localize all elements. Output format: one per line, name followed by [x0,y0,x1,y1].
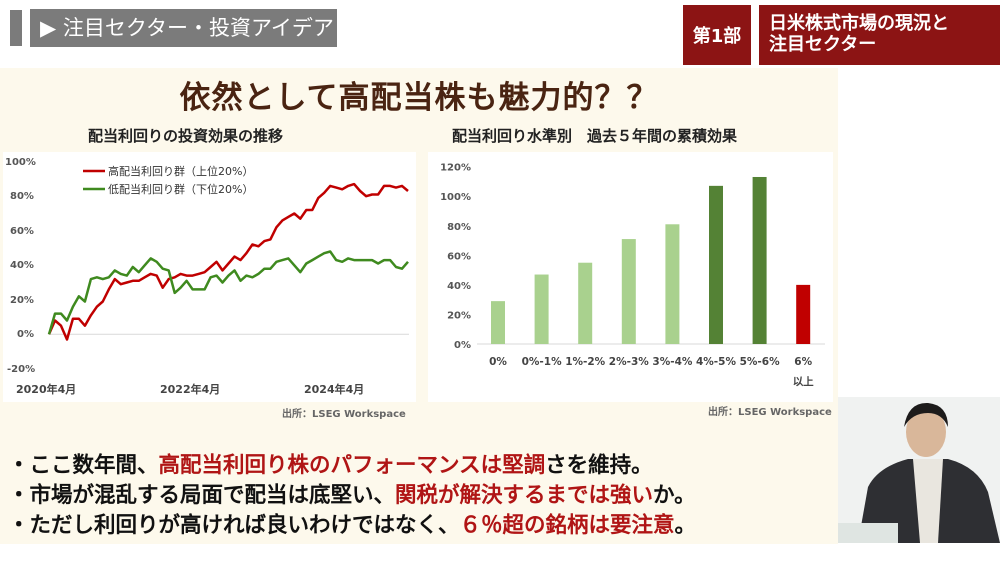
y-tick-label: 60% [10,226,34,237]
bar-chart-source: 出所：LSEG Workspace [708,407,832,418]
category-label: 4%-5% [696,356,736,368]
y-tick-label: 20% [447,310,471,321]
bullet-3-pre: ・ただし利回りが高ければ良いわけではなく、 [8,513,460,538]
y-tick-label: 120% [440,163,471,174]
y-tick-label: 100% [440,192,471,203]
x-tick-label: 2020年4月 [16,382,76,396]
section-tag: ▶ 注目セクター・投資アイデア [30,9,337,47]
bar [752,176,767,344]
bullet-1: ・ここ数年間、高配当利回り株のパフォーマンスは堅調さを維持。 [8,448,653,479]
bar [796,284,811,344]
line-chart: 100% 80% 60% 40% 20% 0% -20% 2020年4月 202… [5,157,409,396]
bullet-3-highlight: ６％超の銘柄は要注意 [459,513,675,538]
category-label: 3%-4% [652,356,692,368]
y-tick-label: 0% [454,340,471,351]
bullet-2-pre: ・市場が混乱する局面で配当は底堅い、 [8,483,396,508]
bullet-1-highlight: 高配当利回り株のパフォーマンスは堅調 [158,453,546,478]
category-label: 0% [489,356,507,368]
bar-chart-title: 配当利回り水準別 過去５年間の累積効果 [452,127,738,145]
y-tick-label: 100% [5,157,36,168]
bullet-1-post: さを維持。 [545,453,653,478]
y-tick-label: 0% [17,329,34,340]
y-tick-label: 80% [447,222,471,233]
part-title: 日米株式市場の現況と 注目セクター [759,5,1000,65]
line-chart-title: 配当利回りの投資効果の推移 [88,127,284,145]
bar [621,239,636,344]
series-line-low [47,250,409,335]
category-label: 1%-2% [565,356,605,368]
slide-title: 依然として高配当株も魅力的？？ [179,80,659,116]
category-label: 以上 [793,375,814,388]
bullet-3-post: 。 [674,513,697,538]
x-tick-label: 2022年4月 [160,382,220,396]
y-tick-label: 20% [10,295,34,306]
x-tick-label: 2024年4月 [304,382,364,396]
legend-label-low: 低配当利回り群（下位20%） [108,182,253,196]
category-label: 0%-1% [522,356,562,368]
bar [665,224,680,344]
y-tick-label: -20% [7,364,35,375]
line-chart-source: 出所：LSEG Workspace [282,409,406,420]
series-line-high [47,182,409,341]
part-title-line1: 日米株式市場の現況と [769,13,949,34]
bar-chart: 120% 100% 80% 60% 40% 20% 0% 0% 0%-1% 1%-2% 2%-3%… [440,163,825,388]
presenter-video [838,397,1000,543]
category-label: 5%-6% [740,356,780,368]
presenter-image [838,402,1000,543]
bar [491,301,505,344]
bar [709,185,723,344]
legend-label-high: 高配当利回り群（上位20%） [108,164,253,178]
category-label: 2%-3% [609,356,649,368]
bullet-2-post: か。 [653,483,696,508]
y-tick-label: 80% [10,191,34,202]
category-label: 6% [794,356,812,368]
bullet-3: ・ただし利回りが高ければ良いわけではなく、６％超の銘柄は要注意。 [8,508,696,539]
bullet-2-highlight: 関税が解決するまでは強い [395,483,654,508]
y-tick-label: 40% [10,260,34,271]
y-tick-label: 60% [447,251,471,262]
bullet-2: ・市場が混乱する局面で配当は底堅い、関税が解決するまでは強いか。 [8,478,696,509]
bar [578,262,593,344]
y-tick-label: 40% [447,281,471,292]
section-tag-bar [10,10,22,46]
bullet-1-pre: ・ここ数年間、 [8,453,159,478]
part-title-line2: 注目セクター [769,34,877,55]
part-label: 第1部 [683,5,751,65]
bar [534,274,549,344]
